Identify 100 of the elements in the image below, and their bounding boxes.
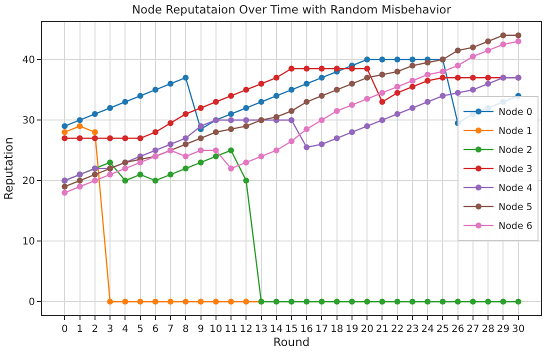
- point: [182, 166, 189, 172]
- point: [107, 104, 114, 111]
- point: [273, 92, 280, 99]
- point: [424, 78, 431, 84]
- point: [62, 184, 68, 190]
- point: [92, 135, 98, 142]
- x-tick-label: 10: [210, 324, 222, 335]
- x-tick-label: 11: [224, 324, 238, 335]
- x-tick-label: 13: [254, 324, 268, 335]
- point: [288, 298, 294, 305]
- point: [334, 86, 340, 93]
- point: [485, 74, 492, 81]
- point: [424, 98, 431, 105]
- point: [168, 120, 174, 126]
- point: [440, 68, 446, 75]
- point: [379, 56, 386, 63]
- x-tick-label: 4: [122, 324, 128, 335]
- point: [454, 90, 461, 96]
- x-tick-label: 24: [421, 324, 434, 335]
- y-axis-title: Reputation: [2, 137, 16, 200]
- point: [318, 298, 325, 305]
- x-tick-label: 8: [182, 324, 189, 335]
- point: [424, 72, 431, 78]
- point: [379, 72, 386, 78]
- point: [198, 159, 204, 166]
- point: [288, 117, 294, 124]
- x-tick-label: 15: [285, 324, 298, 335]
- point: [243, 298, 250, 305]
- x-tick-label: 27: [466, 324, 480, 335]
- legend-label: Node 1: [498, 126, 532, 138]
- point: [318, 92, 325, 99]
- point: [228, 298, 234, 305]
- point: [182, 111, 189, 118]
- point: [258, 153, 264, 160]
- x-tick-label: 20: [360, 324, 374, 335]
- point: [454, 47, 461, 54]
- x-tick-label: 29: [496, 324, 510, 335]
- point: [394, 84, 400, 90]
- point: [107, 135, 114, 142]
- point: [76, 184, 83, 190]
- point: [304, 66, 310, 72]
- point: [515, 38, 522, 44]
- point: [470, 74, 476, 81]
- point: [409, 298, 416, 305]
- y-tick-label: 0: [28, 297, 35, 308]
- point: [288, 108, 294, 114]
- point: [137, 135, 144, 142]
- point: [152, 147, 158, 154]
- point: [394, 68, 400, 75]
- point: [137, 159, 144, 166]
- point: [62, 129, 68, 136]
- x-tick-label: 19: [346, 324, 358, 335]
- point: [92, 129, 98, 136]
- x-axis-title: Round: [273, 335, 310, 349]
- point: [228, 92, 234, 99]
- point: [454, 62, 461, 69]
- point: [258, 80, 264, 87]
- point: [318, 117, 325, 124]
- point: [500, 41, 506, 48]
- legend-label: Node 6: [498, 221, 532, 232]
- point: [379, 298, 386, 305]
- point: [228, 147, 234, 154]
- point: [122, 166, 128, 172]
- point: [409, 104, 416, 111]
- point: [182, 298, 189, 305]
- point: [76, 135, 83, 142]
- point: [137, 298, 144, 305]
- point: [76, 117, 83, 124]
- point: [107, 159, 114, 166]
- point: [379, 90, 386, 96]
- point: [288, 66, 294, 72]
- point: [273, 114, 280, 120]
- point: [454, 74, 461, 81]
- x-tick-label: 16: [300, 324, 313, 335]
- point: [394, 298, 400, 305]
- point: [318, 141, 325, 148]
- point: [76, 123, 83, 130]
- legend-label: Node 4: [498, 183, 532, 194]
- point: [168, 172, 174, 178]
- point: [168, 298, 174, 305]
- point: [228, 111, 234, 118]
- point: [318, 66, 325, 72]
- x-tick-label: 5: [137, 324, 144, 335]
- point: [409, 62, 416, 69]
- point: [348, 298, 355, 305]
- point: [273, 147, 280, 154]
- point: [440, 92, 446, 99]
- point: [198, 147, 204, 154]
- legend-label: Node 3: [498, 164, 532, 176]
- point: [212, 147, 219, 154]
- x-tick-label: 14: [270, 324, 283, 335]
- point: [182, 141, 189, 148]
- point: [62, 123, 68, 130]
- point: [470, 54, 476, 60]
- point: [152, 178, 158, 184]
- point: [334, 108, 340, 114]
- x-tick-label: 0: [61, 324, 68, 335]
- point: [379, 98, 386, 105]
- point: [212, 98, 219, 105]
- point: [394, 111, 400, 118]
